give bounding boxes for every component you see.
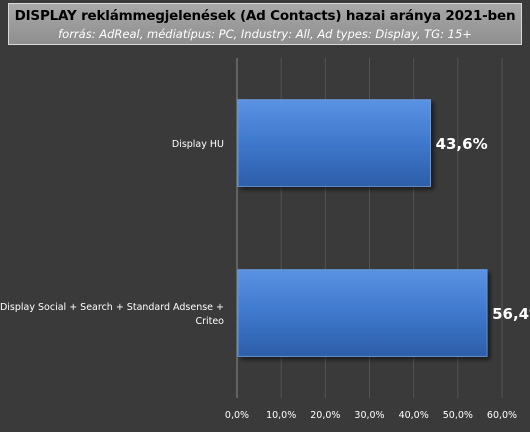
chart-title-box: DISPLAY reklámmegjelenések (Ad Contacts)… [8, 3, 522, 45]
bar [237, 269, 488, 357]
x-tick-label: 30,0% [354, 410, 384, 421]
bar [237, 99, 431, 187]
chart-title: DISPLAY reklámmegjelenések (Ad Contacts)… [14, 8, 516, 24]
x-tick-label: 60,0% [487, 410, 517, 421]
data-label: 56,4% [492, 305, 530, 323]
category-label: Display Social + Search + Standard Adsen… [0, 302, 224, 313]
chart-subtitle: forrás: AdReal, médiatípus: PC, Industry… [58, 27, 472, 41]
data-label: 43,6% [436, 135, 488, 153]
x-tick-label: 10,0% [266, 410, 296, 421]
x-tick-label: 0,0% [225, 410, 249, 421]
category-label: Criteo [195, 316, 224, 327]
x-tick-label: 20,0% [310, 410, 340, 421]
x-tick-label: 50,0% [443, 410, 473, 421]
category-label: Display HU [172, 139, 224, 150]
x-tick-label: 40,0% [399, 410, 429, 421]
